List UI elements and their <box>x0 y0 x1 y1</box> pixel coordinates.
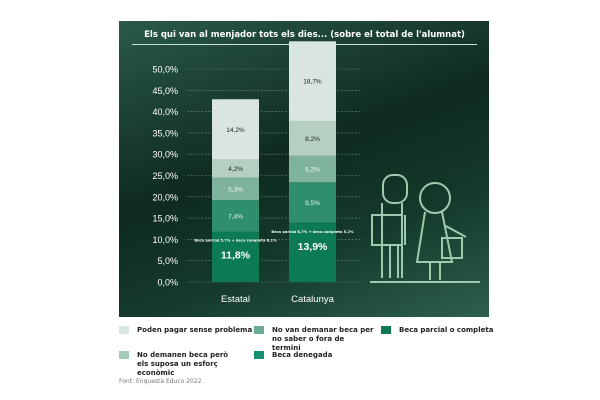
bar-value-label: 7,4% <box>228 213 243 220</box>
y-tick-label: 35,0% <box>152 128 178 138</box>
source-note: Font: Enquesta Educo 2022 <box>119 378 202 385</box>
legend-swatch <box>119 326 129 334</box>
legend-item: Beca parcial o completa <box>381 326 493 335</box>
bar-value-label: 14,2% <box>226 127 245 134</box>
legend-item: No van demanar beca per no saber o fora … <box>254 326 374 353</box>
legend-swatch <box>119 351 129 359</box>
bar-segment <box>212 231 259 282</box>
bar-value-label: 13,9% <box>298 241 328 253</box>
legend-item: Poden pagar sense problema <box>119 326 252 335</box>
bar-segment <box>289 182 336 223</box>
y-tick-label: 25,0% <box>152 171 178 181</box>
y-tick-label: 15,0% <box>152 214 178 224</box>
bar-value-label: 4,2% <box>228 166 243 173</box>
x-category-label: Catalunya <box>291 294 334 305</box>
legend-label: Poden pagar sense problema <box>137 326 253 334</box>
y-tick-label: 0,0% <box>157 278 178 288</box>
bar-segment <box>289 41 336 121</box>
legend-item: No demanen beca però els suposa un esfor… <box>119 351 239 378</box>
legend-swatch <box>254 351 264 359</box>
bar-value-label: 18,7% <box>303 79 322 86</box>
bar-value-label: 9,5% <box>305 200 320 207</box>
legend-label: Beca denegada <box>272 351 333 359</box>
bar-value-label: 8,2% <box>305 136 320 143</box>
y-tick-label: 10,0% <box>152 235 178 245</box>
children-illustration-icon <box>370 174 480 283</box>
bar-segment <box>289 155 336 183</box>
y-tick-label: 5,0% <box>157 256 178 266</box>
legend-swatch <box>254 326 264 334</box>
bar-sublabel: Beca parcial 8,7% + beca completa 5,2% <box>271 230 354 234</box>
chart-title: Els qui van al menjador tots els dies...… <box>144 30 465 40</box>
bar-segment <box>289 120 336 156</box>
bar-segment <box>212 99 259 160</box>
legend-label: Beca parcial o completa <box>399 326 494 334</box>
legend-swatch <box>381 326 391 334</box>
y-tick-label: 50,0% <box>152 65 178 75</box>
bar-value-label: 6,2% <box>305 167 320 174</box>
bar-sublabel: Beca parcial 5,7% + beca completa 6,1% <box>194 239 277 243</box>
y-tick-label: 40,0% <box>152 107 178 117</box>
bar-segment <box>212 200 259 232</box>
bar-segment <box>212 177 259 201</box>
legend-label: No demanen beca però els suposa un esfor… <box>137 351 229 377</box>
legend-label: No van demanar beca per no saber o fora … <box>272 326 374 352</box>
y-tick-label: 20,0% <box>152 192 178 202</box>
bar-segment <box>289 222 336 282</box>
y-tick-label: 45,0% <box>152 86 178 96</box>
bar-value-label: 11,8% <box>221 250 251 262</box>
bar-value-label: 5,3% <box>228 186 243 193</box>
x-category-label: Estatal <box>221 294 250 305</box>
y-tick-label: 30,0% <box>152 150 178 160</box>
bar-segment <box>212 159 259 178</box>
legend-item: Beca denegada <box>254 351 332 360</box>
